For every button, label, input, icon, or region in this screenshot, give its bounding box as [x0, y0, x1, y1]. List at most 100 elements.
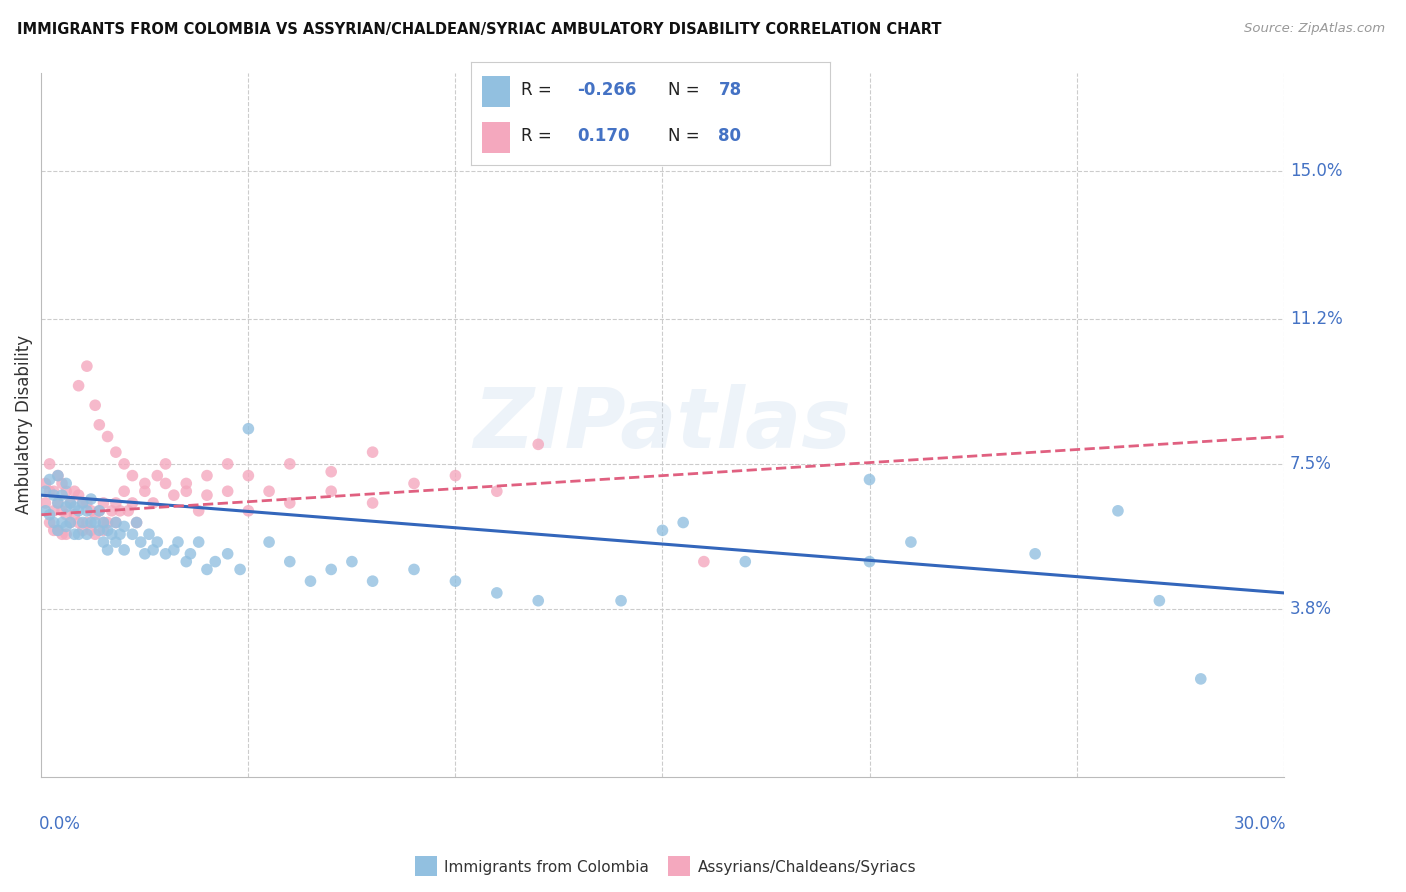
Text: R =: R =: [522, 81, 557, 99]
Point: [402, 562, 425, 576]
Point: [361, 445, 384, 459]
Point: [46, 524, 69, 538]
Point: [229, 562, 252, 576]
Point: [125, 516, 148, 530]
Text: 78: 78: [718, 81, 741, 99]
Point: [38, 473, 60, 487]
Text: N =: N =: [668, 81, 704, 99]
Point: [42, 484, 65, 499]
Point: [174, 476, 197, 491]
Point: [121, 527, 143, 541]
Point: [34, 476, 56, 491]
Point: [858, 555, 880, 569]
Point: [195, 488, 218, 502]
Point: [38, 516, 60, 530]
Point: [134, 484, 156, 499]
Point: [42, 516, 65, 530]
Point: [89, 417, 111, 432]
Point: [174, 484, 197, 499]
Point: [46, 468, 69, 483]
Point: [55, 484, 77, 499]
Point: [444, 574, 467, 589]
Point: [527, 437, 550, 451]
Point: [89, 504, 111, 518]
Text: 0.170: 0.170: [576, 128, 630, 145]
Point: [76, 527, 98, 541]
Point: [238, 468, 260, 483]
Point: [34, 484, 56, 499]
Point: [217, 457, 239, 471]
Point: [321, 562, 343, 576]
Text: 30.0%: 30.0%: [1233, 815, 1286, 833]
Point: [59, 516, 82, 530]
Point: [93, 496, 115, 510]
Point: [72, 496, 94, 510]
Text: IMMIGRANTS FROM COLOMBIA VS ASSYRIAN/CHALDEAN/SYRIAC AMBULATORY DISABILITY CORRE: IMMIGRANTS FROM COLOMBIA VS ASSYRIAN/CHA…: [17, 22, 942, 37]
Point: [72, 524, 94, 538]
Point: [97, 516, 120, 530]
Point: [108, 504, 131, 518]
Point: [117, 504, 139, 518]
Point: [76, 496, 98, 510]
Point: [89, 504, 111, 518]
Point: [112, 484, 135, 499]
Point: [59, 516, 82, 530]
Point: [38, 508, 60, 522]
Point: [84, 398, 107, 412]
Point: [238, 504, 260, 518]
Point: [55, 500, 77, 514]
Point: [51, 504, 73, 518]
Text: 15.0%: 15.0%: [1289, 161, 1343, 179]
Point: [51, 488, 73, 502]
Point: [155, 547, 177, 561]
Point: [163, 488, 186, 502]
Point: [59, 496, 82, 510]
Point: [84, 516, 107, 530]
Point: [67, 516, 90, 530]
Point: [361, 496, 384, 510]
Text: Assyrians/Chaldeans/Syriacs: Assyrians/Chaldeans/Syriacs: [697, 860, 915, 874]
Point: [76, 359, 98, 373]
Point: [146, 468, 169, 483]
Point: [527, 593, 550, 607]
Point: [59, 496, 82, 510]
Y-axis label: Ambulatory Disability: Ambulatory Disability: [15, 335, 32, 515]
Point: [76, 516, 98, 530]
Point: [63, 500, 86, 514]
Point: [76, 504, 98, 518]
Point: [278, 457, 301, 471]
Point: [93, 535, 115, 549]
Point: [51, 516, 73, 530]
Point: [67, 488, 90, 502]
Point: [93, 516, 115, 530]
Point: [278, 555, 301, 569]
Point: [72, 496, 94, 510]
Point: [38, 457, 60, 471]
Bar: [482, 76, 510, 106]
Point: [67, 504, 90, 518]
Point: [900, 535, 922, 549]
Point: [134, 547, 156, 561]
Point: [672, 516, 695, 530]
Point: [97, 524, 120, 538]
Point: [217, 547, 239, 561]
Text: Immigrants from Colombia: Immigrants from Colombia: [444, 860, 650, 874]
Point: [129, 535, 152, 549]
Point: [72, 516, 94, 530]
Point: [67, 527, 90, 541]
Point: [142, 496, 165, 510]
Point: [97, 542, 120, 557]
Point: [63, 508, 86, 522]
Point: [104, 496, 127, 510]
Point: [112, 542, 135, 557]
Point: [217, 484, 239, 499]
Point: [51, 476, 73, 491]
Point: [121, 468, 143, 483]
Point: [55, 508, 77, 522]
Point: [238, 422, 260, 436]
Point: [108, 527, 131, 541]
Point: [46, 496, 69, 510]
Point: [174, 555, 197, 569]
Point: [63, 527, 86, 541]
Point: [104, 445, 127, 459]
